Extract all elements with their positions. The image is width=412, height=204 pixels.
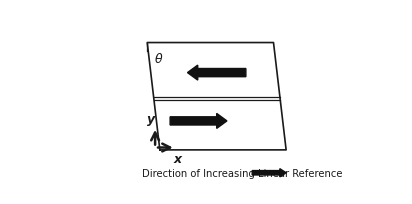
FancyArrow shape [170, 114, 227, 129]
FancyArrow shape [252, 169, 286, 177]
Text: x: x [174, 153, 182, 165]
Text: Direction of Increasing Linear Reference: Direction of Increasing Linear Reference [142, 168, 342, 178]
Text: y: y [147, 113, 155, 126]
FancyArrow shape [187, 66, 246, 81]
Text: θ: θ [154, 53, 162, 65]
